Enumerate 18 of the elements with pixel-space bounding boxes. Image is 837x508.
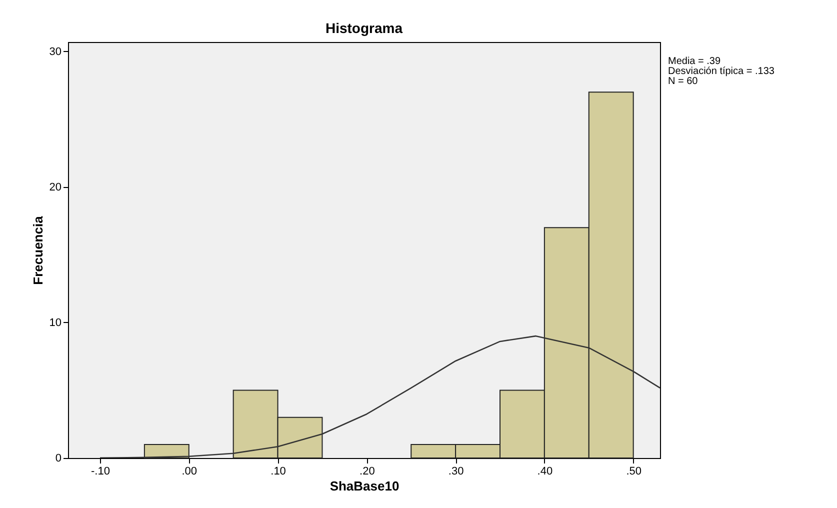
chart-title: Histograma (325, 20, 403, 36)
x-tick-label: .50 (626, 466, 642, 478)
y-axis-title: Frecuencia (30, 215, 46, 285)
line-series (99, 335, 660, 458)
text: Desviación típica = .133 (668, 66, 775, 77)
x-tick-label: .30 (448, 466, 464, 478)
x-tick-label: -.10 (91, 466, 110, 478)
y-tick-label: 20 (49, 181, 62, 194)
y-tick-label: 30 (49, 46, 62, 58)
x-tick-label: .40 (537, 466, 553, 478)
text: N = 60 (668, 76, 698, 87)
x-tick-label: .10 (270, 466, 286, 478)
x-axis-title: ShaBase10 (330, 478, 400, 494)
y-tick-label: 0 (55, 452, 62, 464)
x-tick-label: .20 (360, 466, 375, 478)
text: Media = .39 (668, 56, 721, 67)
y-tick-label: 10 (49, 316, 62, 329)
x-tick-label: .00 (182, 466, 198, 478)
